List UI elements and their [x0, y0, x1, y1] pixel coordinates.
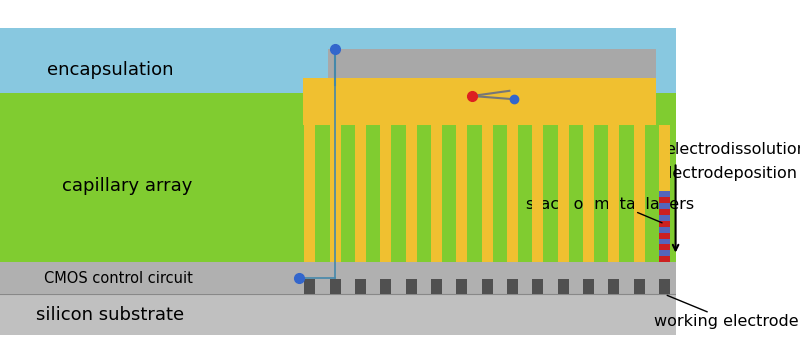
Bar	[659, 238, 670, 244]
Bar	[685, 156, 695, 162]
Text: reservoir: reservoir	[354, 90, 434, 108]
Bar	[659, 209, 670, 215]
Text: stack of metal layers: stack of metal layers	[526, 197, 694, 212]
Bar	[507, 279, 518, 294]
Bar	[659, 203, 670, 209]
Bar	[355, 279, 366, 294]
Bar	[558, 125, 569, 262]
Bar	[532, 279, 543, 294]
Bar	[685, 221, 695, 227]
Bar	[328, 49, 656, 78]
Bar	[482, 125, 493, 262]
Bar	[302, 78, 656, 125]
Bar	[634, 279, 645, 294]
Bar	[685, 233, 695, 238]
Bar	[685, 191, 695, 197]
Bar	[634, 125, 645, 262]
Bar	[685, 179, 695, 185]
Bar	[609, 125, 619, 262]
Bar	[685, 238, 695, 244]
Bar	[685, 215, 695, 221]
Bar	[0, 93, 676, 262]
Bar	[406, 125, 417, 262]
Bar	[482, 279, 493, 294]
Bar	[330, 279, 341, 294]
Bar	[659, 227, 670, 233]
Bar	[304, 279, 315, 294]
Text: B: B	[519, 95, 533, 114]
Bar	[431, 125, 442, 262]
Bar	[583, 279, 594, 294]
Bar	[685, 203, 695, 209]
Text: A: A	[452, 97, 466, 115]
Text: electrodeposition: electrodeposition	[658, 166, 798, 181]
Bar	[659, 279, 670, 294]
Bar	[507, 125, 518, 262]
Bar	[685, 185, 695, 191]
Bar	[685, 209, 695, 215]
Bar	[431, 279, 442, 294]
Bar	[659, 197, 670, 203]
Text: electrodissolution: electrodissolution	[666, 142, 800, 158]
Bar	[0, 262, 302, 294]
Bar	[659, 125, 670, 262]
Bar	[685, 168, 695, 174]
Bar	[558, 279, 569, 294]
Bar	[659, 250, 670, 256]
Bar	[685, 250, 695, 256]
Bar	[380, 125, 391, 262]
Bar	[609, 279, 619, 294]
Bar	[685, 197, 695, 203]
Bar	[304, 125, 315, 262]
Bar	[659, 256, 670, 262]
Bar	[659, 215, 670, 221]
Bar	[685, 227, 695, 233]
Bar	[330, 125, 341, 262]
Bar	[532, 125, 543, 262]
Text: silicon substrate: silicon substrate	[36, 306, 184, 323]
Bar	[355, 125, 366, 262]
Text: working electrode: working electrode	[654, 314, 799, 329]
Bar	[456, 125, 467, 262]
Text: counter electrode: counter electrode	[427, 56, 570, 71]
Bar	[0, 294, 676, 335]
Bar	[685, 174, 695, 179]
Bar	[659, 244, 670, 250]
Bar	[685, 162, 695, 168]
Bar	[659, 233, 670, 238]
Bar	[659, 191, 670, 197]
Text: CMOS control circuit: CMOS control circuit	[44, 271, 193, 286]
Bar	[380, 279, 391, 294]
Text: capillary array: capillary array	[62, 177, 192, 195]
Bar	[583, 125, 594, 262]
Bar	[0, 262, 676, 294]
Bar	[456, 279, 467, 294]
Bar	[406, 279, 417, 294]
Bar	[685, 256, 695, 262]
Bar	[685, 244, 695, 250]
Text: encapsulation: encapsulation	[46, 61, 173, 78]
Bar	[659, 221, 670, 227]
